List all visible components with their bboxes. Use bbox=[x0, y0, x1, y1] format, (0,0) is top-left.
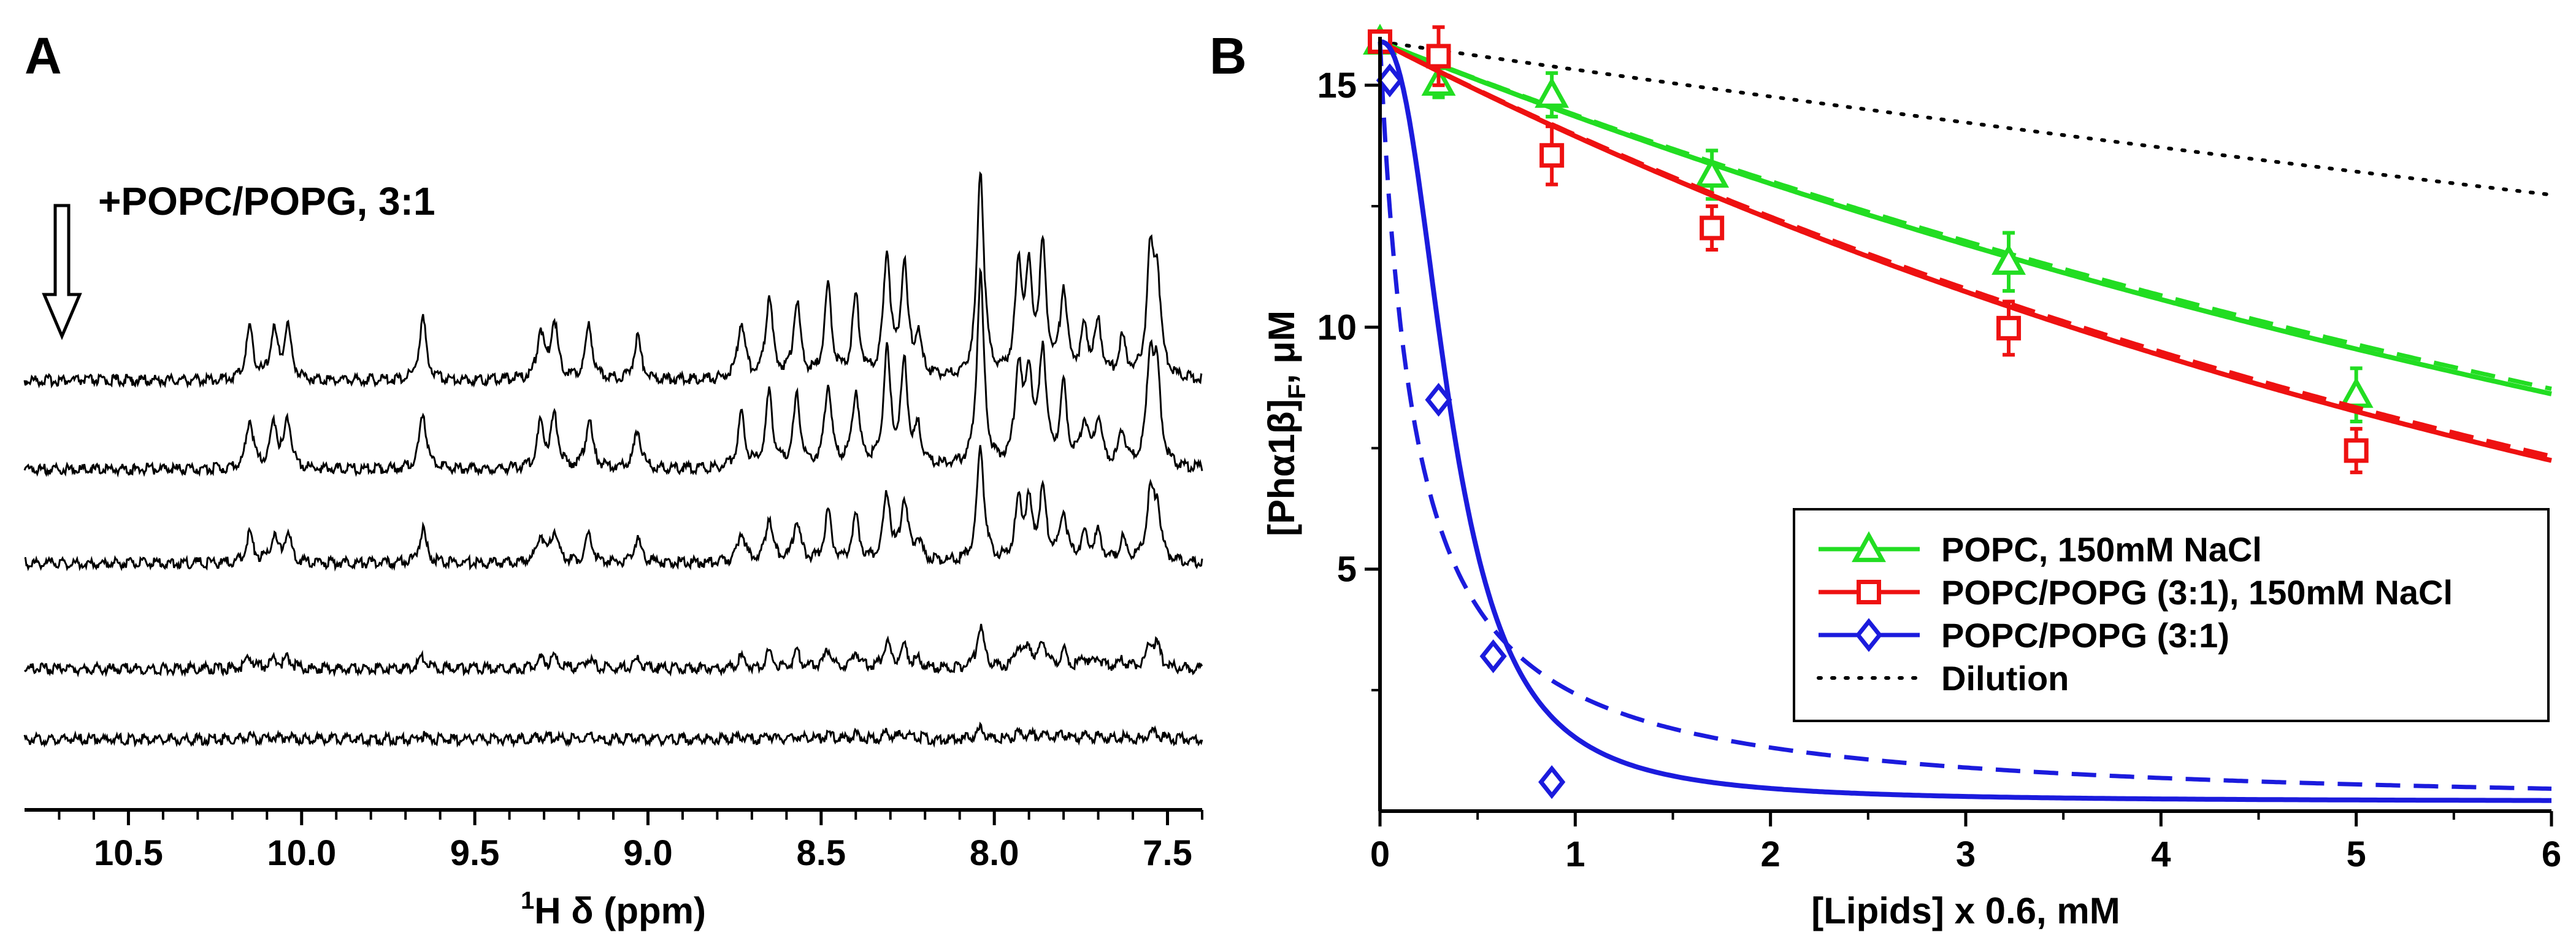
data-point-triangle bbox=[1991, 244, 2026, 275]
x-tick-label: 7.5 bbox=[1143, 833, 1192, 873]
panel-b: B 0 1 2 3 4 5 6 5 10 15 [Lipids] x 0.6, mM [Phα1… bbox=[1209, 23, 2561, 931]
panel-b-x-ticks: 0 1 2 3 4 5 6 bbox=[1370, 811, 2561, 874]
panel-b-plot-area bbox=[1363, 23, 2553, 803]
nmr-spectra bbox=[23, 171, 1203, 749]
spectrum-trace bbox=[23, 267, 1203, 478]
data-point-square bbox=[1539, 143, 1565, 168]
legend: POPC, 150mM NaCl POPC/POPG (3:1), 150mM N… bbox=[1793, 508, 2550, 722]
x-tick-label: 9.0 bbox=[623, 833, 673, 873]
panel-a-x-axis-title: 1H δ (ppm) bbox=[521, 887, 706, 931]
panel-a-letter: A bbox=[25, 27, 62, 85]
x-tick-label: 9.5 bbox=[450, 833, 500, 873]
fit-dashed-line bbox=[1378, 41, 2552, 791]
panel-b-x-axis-title: [Lipids] x 0.6, mM bbox=[1811, 890, 2120, 931]
y-tick-label: 15 bbox=[1317, 66, 1357, 106]
data-point-square bbox=[1700, 215, 1725, 241]
data-point-triangle bbox=[1535, 77, 1570, 108]
down-arrow-icon bbox=[42, 204, 82, 341]
data-point-diamond bbox=[1376, 63, 1403, 98]
legend-label: Dilution bbox=[1941, 659, 2069, 698]
spectrum-trace bbox=[24, 445, 1203, 572]
data-point-square bbox=[1426, 44, 1451, 69]
x-tick-label: 0 bbox=[1370, 834, 1390, 874]
x-tick-label: 5 bbox=[2347, 834, 2366, 874]
x-tick-label: 6 bbox=[2542, 834, 2561, 874]
data-point-diamond bbox=[1538, 765, 1566, 799]
legend-label: POPC/POPG (3:1) bbox=[1941, 616, 2229, 655]
series-square bbox=[1368, 25, 2552, 474]
data-point-square bbox=[1996, 315, 2022, 341]
series-diamond bbox=[1376, 39, 2552, 803]
dilution-line bbox=[1378, 39, 2553, 197]
panel-b-y-axis-title: [Phα1β]F, μM bbox=[1261, 310, 1311, 536]
x-tick-label: 3 bbox=[1956, 834, 1976, 874]
fit-solid-line bbox=[1379, 39, 2552, 396]
x-tick-label: 8.5 bbox=[797, 833, 846, 873]
panel-a-x-ticks: 10.5 10.0 9.5 9.0 8.5 8.0 7.5 bbox=[58, 810, 1203, 873]
series-triangle bbox=[1363, 23, 2552, 424]
spectrum-trace bbox=[23, 171, 1203, 389]
legend-marker-square bbox=[1857, 580, 1881, 604]
y-tick-label: 10 bbox=[1317, 307, 1357, 347]
fit-solid-line bbox=[1379, 39, 2552, 463]
data-point-square bbox=[2344, 438, 2369, 463]
panel-b-letter: B bbox=[1209, 27, 1247, 85]
fit-solid-line bbox=[1379, 39, 2551, 803]
x-tick-label: 10.0 bbox=[267, 833, 336, 873]
legend-marker-triangle bbox=[1852, 531, 1886, 563]
data-point-diamond bbox=[1479, 639, 1507, 674]
legend-item: POPC/POPG (3:1) bbox=[1819, 616, 2229, 655]
legend-box bbox=[1793, 508, 2550, 722]
y-tick-label: 5 bbox=[1337, 550, 1357, 590]
legend-item: POPC, 150mM NaCl bbox=[1819, 530, 2262, 569]
data-point-diamond bbox=[1425, 382, 1452, 417]
data-point-triangle bbox=[2339, 377, 2374, 408]
fit-dashed-line bbox=[1379, 39, 2552, 459]
legend-marker-diamond bbox=[1855, 618, 1883, 652]
legend-label: POPC/POPG (3:1), 150mM NaCl bbox=[1941, 573, 2453, 612]
x-tick-label: 1 bbox=[1565, 834, 1585, 874]
panel-b-y-ticks: 5 10 15 bbox=[1317, 66, 1380, 691]
data-point-triangle bbox=[1695, 156, 1730, 188]
spectrum-trace bbox=[24, 623, 1203, 678]
x-tick-label: 2 bbox=[1761, 834, 1781, 874]
panel-a-annotation: +POPC/POPG, 3:1 bbox=[98, 179, 435, 223]
x-tick-label: 8.0 bbox=[970, 833, 1019, 873]
spectrum-trace bbox=[23, 722, 1203, 749]
panel-a: A +POPC/POPG, 3:1 10.5 10.0 9.5 9.0 8.5 8.0 7.… bbox=[23, 27, 1203, 931]
legend-label: POPC, 150mM NaCl bbox=[1941, 530, 2262, 569]
legend-item: POPC/POPG (3:1), 150mM NaCl bbox=[1819, 573, 2453, 612]
legend-item: Dilution bbox=[1817, 659, 2069, 698]
x-tick-label: 10.5 bbox=[94, 833, 163, 873]
x-tick-label: 4 bbox=[2151, 834, 2171, 874]
